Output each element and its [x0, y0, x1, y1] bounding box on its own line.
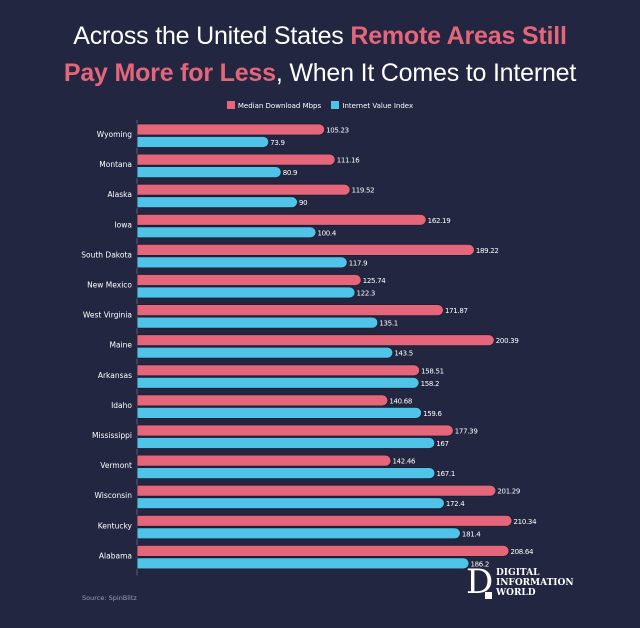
bar-median-download	[136, 424, 454, 437]
category-label: Iowa	[114, 220, 132, 229]
bar-median-download	[136, 545, 510, 557]
category-label: Idaho	[111, 401, 132, 410]
source-note: Source: SpinBlitz	[82, 594, 137, 602]
data-label: 210.34	[514, 518, 538, 526]
data-label: 201.29	[497, 488, 520, 496]
bar-median-download	[136, 213, 427, 226]
data-label: 158.51	[421, 367, 444, 375]
bar-median-download	[136, 454, 392, 467]
title-highlight: Pay More for Less	[63, 59, 276, 87]
data-label: 90	[299, 199, 307, 207]
logo-square-icon	[485, 592, 492, 599]
bar-median-download	[136, 183, 351, 196]
category-label: Maine	[109, 341, 132, 350]
data-label: 181.4	[462, 530, 481, 538]
data-label: 172.4	[446, 500, 465, 508]
category-label: Alaska	[107, 190, 132, 199]
data-label: 125.74	[363, 277, 387, 285]
category-label: Alabama	[99, 551, 132, 560]
bar-median-download	[136, 274, 362, 286]
legend-swatch-download	[226, 101, 235, 109]
data-label: 119.52	[352, 187, 375, 195]
bar-value-index	[136, 557, 470, 570]
bar-value-index	[136, 527, 461, 540]
bar-value-index	[136, 346, 394, 359]
data-label: 140.68	[389, 397, 412, 405]
bar-median-download	[136, 514, 513, 527]
data-label: 159.6	[423, 410, 442, 418]
bar-value-index	[136, 166, 282, 178]
bar-value-index	[136, 226, 317, 239]
title-highlight: Remote Areas Still	[350, 22, 567, 50]
data-label: 80.9	[283, 169, 297, 177]
bar-value-index	[136, 316, 379, 329]
bar-value-index	[136, 407, 422, 419]
data-label: 122.3	[357, 290, 376, 298]
data-label: 167	[436, 440, 448, 448]
legend-item-value-index: Internet Value Index	[331, 101, 413, 110]
bar-value-index	[136, 136, 270, 148]
data-label: 111.16	[337, 157, 361, 165]
data-label: 200.39	[496, 337, 519, 345]
bar-value-index	[136, 437, 436, 449]
legend: Median Download Mbps Internet Value Inde…	[0, 101, 640, 110]
chart-title: Across the United States Remote Areas St…	[0, 18, 640, 92]
title-line-1: Across the United States Remote Areas St…	[73, 22, 567, 50]
bar-value-index	[136, 196, 298, 209]
data-label: 189.22	[476, 247, 499, 255]
bar-median-download	[136, 484, 497, 497]
data-label: 186.2	[470, 560, 489, 568]
category-label: South Dakota	[81, 250, 132, 259]
logo-text: DIGITAL INFORMATION WORLD	[496, 568, 574, 598]
bar-median-download	[136, 334, 495, 347]
data-label: 167.1	[436, 470, 455, 478]
bar-median-download	[136, 304, 444, 316]
bar-median-download	[136, 244, 475, 256]
category-label: Mississippi	[92, 431, 132, 440]
title-line-2: Pay More for Less, When It Comes to Inte…	[63, 59, 577, 87]
bar-median-download	[136, 364, 420, 377]
legend-swatch-value-index	[331, 101, 340, 109]
bar-value-index	[136, 467, 436, 479]
bar-value-index	[136, 256, 348, 269]
category-label: Wyoming	[97, 130, 132, 139]
legend-item-download: Median Download Mbps	[226, 101, 321, 110]
category-label: Vermont	[100, 461, 132, 470]
category-label: Wisconsin	[95, 491, 133, 500]
category-label: West Virginia	[83, 311, 132, 320]
data-label: 105.23	[326, 127, 349, 135]
data-label: 171.87	[445, 307, 468, 315]
data-label: 117.9	[349, 259, 368, 267]
data-label: 142.46	[393, 458, 417, 466]
data-label: 100.4	[318, 229, 337, 237]
category-label: Kentucky	[98, 521, 133, 530]
data-label: 208.64	[511, 548, 535, 556]
bar-median-download	[136, 123, 325, 136]
category-label: New Mexico	[87, 281, 132, 290]
bar-value-index	[136, 286, 356, 299]
data-label: 73.9	[270, 139, 284, 147]
bar-value-index	[136, 376, 420, 389]
data-label: 162.19	[428, 217, 451, 225]
category-label: Arkansas	[98, 371, 132, 380]
bar-value-index	[136, 497, 445, 510]
data-label: 135.1	[379, 320, 398, 328]
data-label: 143.5	[394, 350, 413, 358]
data-label: 158.2	[421, 380, 440, 388]
bar-median-download	[136, 153, 336, 166]
category-label: Montana	[99, 160, 132, 169]
bar-median-download	[136, 394, 389, 407]
data-label: 177.39	[455, 428, 478, 436]
